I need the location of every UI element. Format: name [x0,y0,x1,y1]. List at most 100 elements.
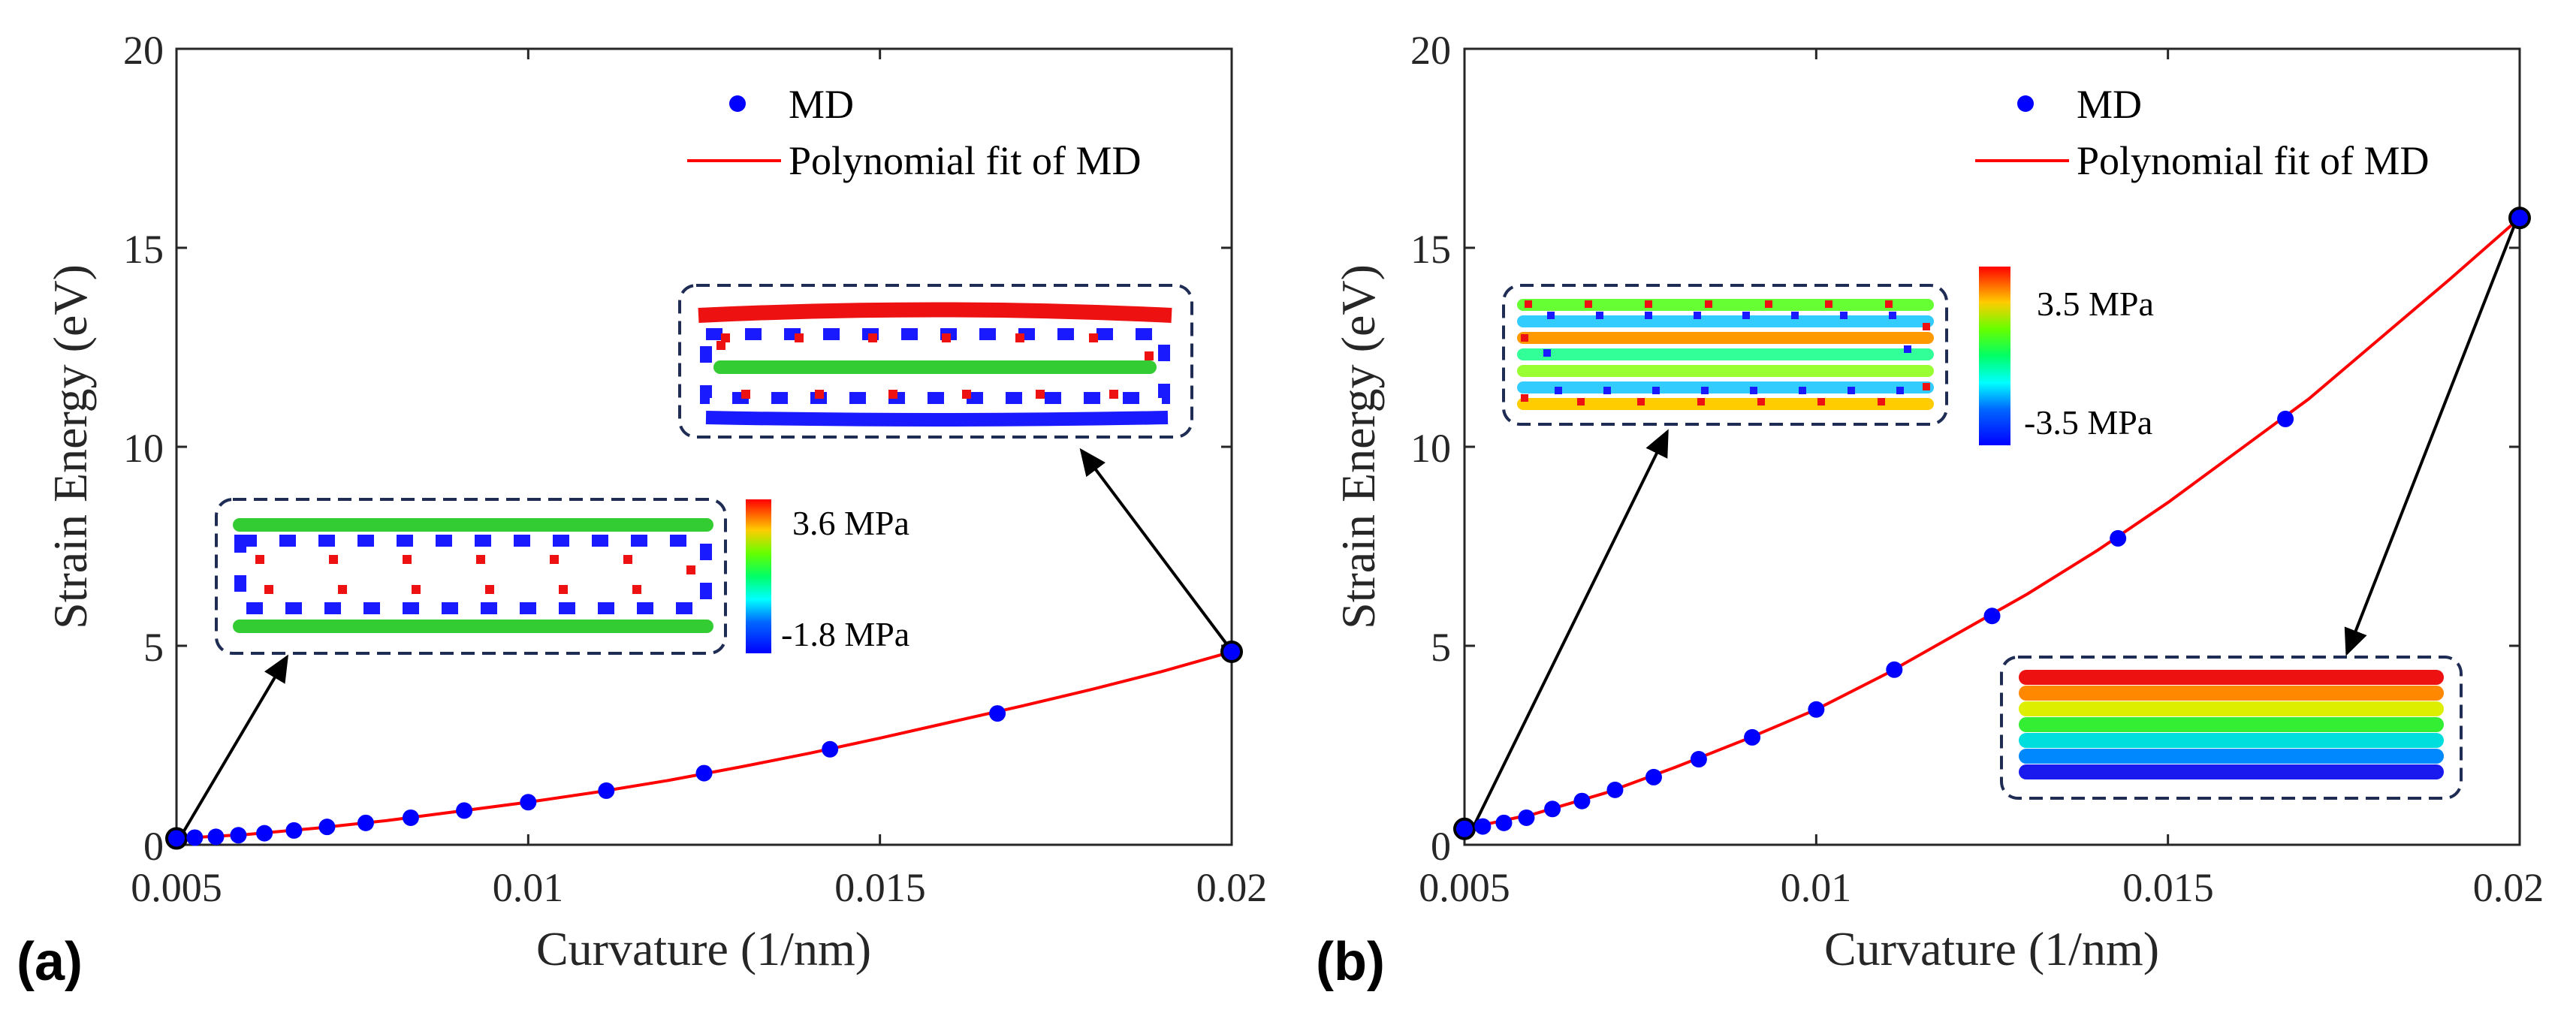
atom-band [1543,312,1911,394]
md-data-point [207,828,225,846]
atom-row [233,518,713,532]
atom-row [1517,299,1934,311]
atom-row [2019,733,2444,748]
atom-row [233,620,713,633]
md-data-point [402,809,419,826]
md-data-point [1474,818,1492,835]
y-tick-label: 0 [1431,824,1451,869]
atom-row [705,411,1169,427]
md-data-point [1690,751,1707,768]
md-data-point [1808,701,1825,718]
md-data-point [520,794,537,811]
atom-row [1517,381,1934,393]
colorbar [1979,267,2010,445]
y-axis-title-b: Strain Energy (eV) [1332,264,1385,629]
legend-label-fit: Polynomial fit of MD [2077,138,2430,183]
y-axis-title-a: Strain Energy (eV) [44,264,97,629]
arrow-to-inset-gradient [2344,221,2517,656]
atom-band [251,555,695,594]
x-axis-title-a: Curvature (1/nm) [536,922,871,975]
md-markers-b [1453,207,2531,840]
arrow-to-inset-flat [179,654,289,839]
y-tick-label: 0 [143,824,164,869]
md-data-point [1495,814,1513,831]
inset-structure-a-curved [678,284,1193,439]
y-tick-label: 5 [1431,625,1451,670]
atom-row [2019,764,2444,779]
md-data-point [1744,728,1761,746]
atom-band [713,360,1157,374]
panel-b: 0 5 10 15 20 0.005 0.01 0.015 0.02 Curva… [1316,28,2544,992]
md-data-point [2110,529,2127,547]
x-tick-label: 0.015 [2122,865,2214,910]
md-data-point [165,827,188,850]
legend-a: MD Polynomial fit of MD [687,82,1142,183]
md-data-point [256,825,273,842]
md-data-point [318,819,336,836]
colorbar-max-label: 3.6 MPa [792,504,909,542]
x-axis-title-b: Curvature (1/nm) [1824,922,2159,975]
x-tick-labels-a: 0.005 0.01 0.015 0.02 [131,865,1267,910]
y-tick-label: 5 [143,625,164,670]
atom-row [1517,332,1934,344]
x-tick-label: 0.015 [834,865,926,910]
atom-row [1517,365,1934,377]
y-tick-labels-a: 0 5 10 15 20 [123,28,164,869]
md-data-point [186,829,204,846]
inset-structure-a-flat [215,498,727,655]
y-tick-label: 15 [1410,227,1451,272]
legend-b: MD Polynomial fit of MD [1975,82,2430,183]
md-data-point [1453,817,1476,840]
md-data-point [1606,781,1624,798]
md-data-point [285,822,303,839]
x-tick-label: 0.01 [493,865,564,910]
arrow-to-inset-mixed [1467,429,1669,838]
colorbar-max-label: 3.5 MPa [2037,285,2154,323]
panel-label-b: (b) [1316,932,1385,992]
b-ticks [1463,47,2521,846]
legend-label-md: MD [789,82,854,127]
md-data-point [1983,607,2001,625]
x-tick-label: 0.02 [1196,865,1268,910]
md-data-point [1645,768,1662,785]
md-data-point [2277,410,2294,427]
md-data-point [357,814,374,831]
atom-row [1517,315,1934,327]
x-tick-label: 0.005 [131,865,222,910]
md-data-point [1518,809,1535,826]
md-data-point [2508,207,2531,230]
md-data-point [695,764,713,782]
md-data-point [1886,661,1903,678]
atom-row [2019,686,2444,701]
inset-structure-b-mixed [1502,284,1948,426]
colorbar-min-label: -3.5 MPa [2024,403,2152,442]
legend-marker-md [729,95,746,112]
y-tick-label: 20 [1410,28,1451,73]
atom-row [2019,701,2444,716]
x-tick-label: 0.02 [2473,865,2544,910]
plot-area-a [175,47,1233,846]
md-data-point [1544,800,1561,818]
md-data-point [989,705,1006,722]
y-tick-label: 10 [1410,426,1451,471]
y-tick-labels-b: 0 5 10 15 20 [1410,28,1451,869]
md-data-point [1220,640,1243,663]
atom-row [2019,670,2444,685]
panel-label-a: (a) [17,932,83,992]
atom-row [1517,398,1934,410]
colorbar-min-label: -1.8 MPa [781,615,909,653]
y-tick-label: 20 [123,28,164,73]
colorbar-a: 3.6 MPa -1.8 MPa [746,499,909,653]
atom-row [698,302,1172,323]
x-tick-label: 0.005 [1419,865,1510,910]
colorbar-b: 3.5 MPa -3.5 MPa [1979,267,2154,445]
arrow-to-inset-curved [1079,448,1229,647]
atom-row [2019,749,2444,764]
legend-marker-md [2017,95,2034,112]
legend-label-fit: Polynomial fit of MD [789,138,1142,183]
legend-label-md: MD [2077,82,2142,127]
y-tick-label: 15 [123,227,164,272]
x-tick-label: 0.01 [1781,865,1852,910]
atom-row [1517,348,1934,360]
